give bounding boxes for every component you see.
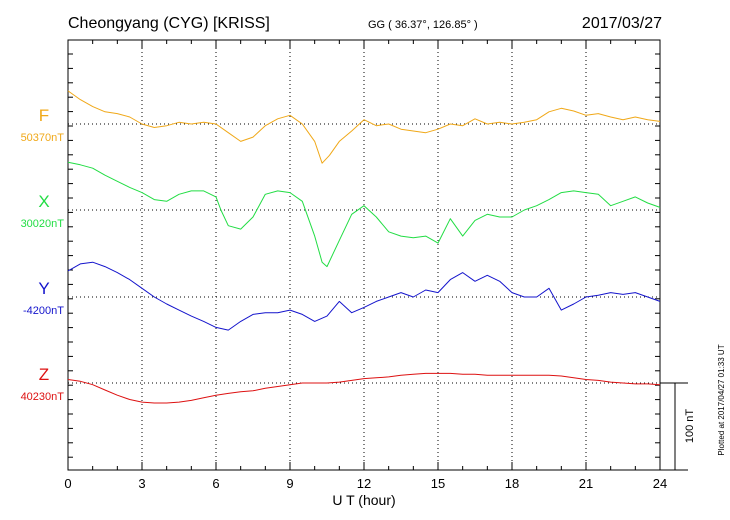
x-tick-label: 0 bbox=[64, 476, 71, 491]
x-tick-label: 24 bbox=[653, 476, 667, 491]
series-line-y bbox=[67, 261, 661, 331]
x-axis-label: U T (hour) bbox=[332, 492, 395, 508]
series-labels: F 50370nT X 30020nT Y -4200nT Z 40230nT bbox=[21, 106, 65, 403]
x-tick-label: 6 bbox=[212, 476, 219, 491]
plotted-at-note: Plotted at 2017/04/27 01:33 UT bbox=[717, 344, 726, 455]
grid bbox=[68, 40, 660, 470]
series-baseline-x: 30020nT bbox=[21, 218, 65, 230]
series-baseline-y: -4200nT bbox=[23, 305, 64, 317]
series-name-x: X bbox=[38, 192, 49, 211]
x-tick-label: 9 bbox=[286, 476, 293, 491]
series-name-z: Z bbox=[39, 365, 49, 384]
series-name-f: F bbox=[39, 106, 49, 125]
series-line-z bbox=[67, 372, 661, 404]
scale-bar: 100 nT bbox=[660, 382, 696, 471]
coordinates-label: GG ( 36.37°, 126.85° ) bbox=[368, 19, 478, 31]
series-baseline-f: 50370nT bbox=[21, 132, 65, 144]
series-group bbox=[67, 90, 661, 404]
scale-bar-label: 100 nT bbox=[684, 409, 696, 444]
x-tick-label: 15 bbox=[431, 476, 445, 491]
axis-ticks: 0 3 6 9 12 15 18 21 24 bbox=[64, 40, 667, 491]
date-label: 2017/03/27 bbox=[582, 15, 662, 32]
station-title: Cheongyang (CYG) [KRISS] bbox=[68, 15, 270, 32]
series-line-x bbox=[67, 161, 661, 268]
x-tick-label: 21 bbox=[579, 476, 593, 491]
series-name-y: Y bbox=[38, 279, 49, 298]
series-baseline-z: 40230nT bbox=[21, 391, 65, 403]
series-line-f bbox=[67, 90, 661, 164]
x-tick-label: 12 bbox=[357, 476, 371, 491]
x-tick-label: 3 bbox=[138, 476, 145, 491]
x-tick-label: 18 bbox=[505, 476, 519, 491]
